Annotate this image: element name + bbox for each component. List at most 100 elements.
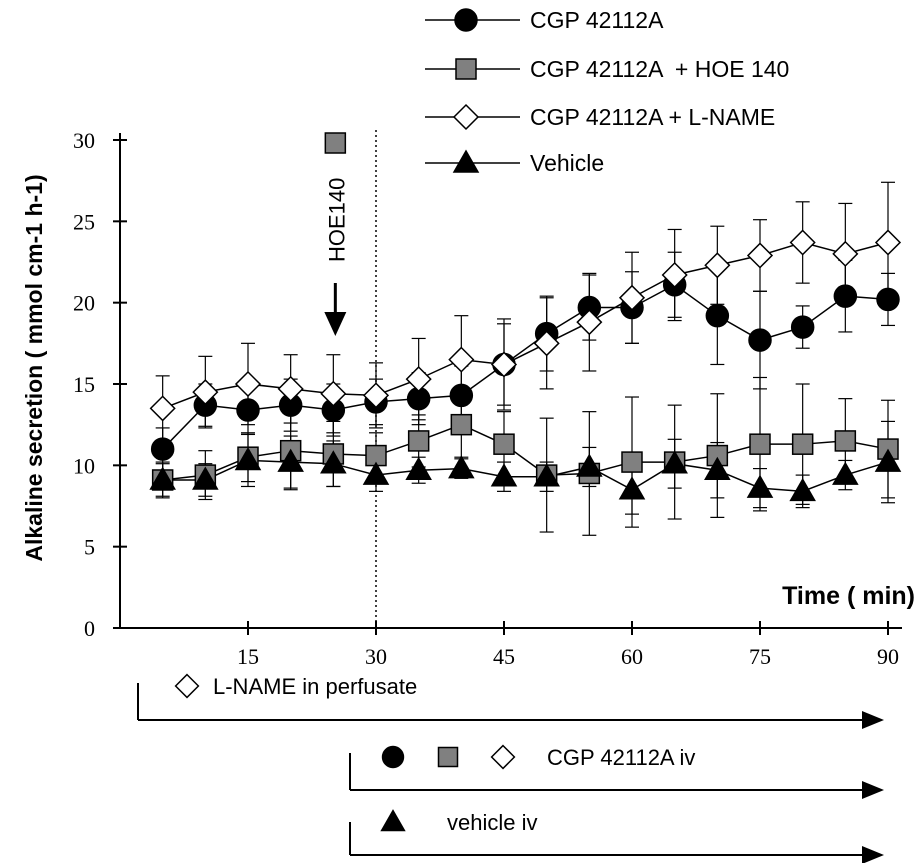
- data-point: [832, 461, 859, 485]
- error-bars: [155, 181, 895, 536]
- data-point: [576, 309, 603, 336]
- data-point: [149, 395, 176, 422]
- data-point: [490, 463, 518, 487]
- series-markers: [149, 229, 902, 502]
- x-axis-label: Time ( min): [782, 582, 915, 610]
- series-line: [162, 459, 889, 493]
- series-line: [162, 283, 889, 450]
- data-point: [234, 370, 262, 398]
- data-point: [791, 433, 814, 455]
- data-point: [493, 433, 515, 455]
- x-tick-label: 15: [237, 644, 259, 669]
- data-point: [618, 284, 646, 311]
- data-point: [704, 456, 731, 480]
- data-point: [277, 375, 304, 402]
- data-point: [192, 466, 219, 490]
- data-point: [234, 446, 262, 471]
- treatment-marker: [380, 809, 406, 832]
- y-tick-label: 5: [84, 535, 95, 560]
- legend-label: CGP 42112A: [530, 7, 664, 33]
- data-point: [746, 474, 774, 498]
- x-tick-label: 60: [621, 644, 643, 669]
- treatment-arrow-head: [862, 846, 884, 863]
- legend-label: CGP 42112A + L-NAME: [530, 104, 775, 130]
- treatment-label: L-NAME in perfusate: [213, 674, 417, 699]
- legend-label: CGP 42112A + HOE 140: [530, 56, 789, 82]
- data-point: [320, 450, 347, 474]
- data-point: [490, 351, 518, 378]
- legend-marker: [454, 8, 478, 32]
- data-point: [704, 252, 731, 279]
- data-point: [192, 379, 219, 406]
- treatment-bars: L-NAME in perfusate CGP 42112A iv vehicle …: [137, 673, 884, 863]
- data-point: [790, 315, 815, 339]
- hoe140-marker: [324, 132, 347, 154]
- data-point: [789, 229, 816, 256]
- data-point: [832, 240, 859, 267]
- data-point: [618, 476, 646, 500]
- y-tick-label: 0: [84, 616, 95, 641]
- data-point: [749, 433, 771, 455]
- series-lines: [162, 241, 889, 493]
- annotations: HOE140: [324, 132, 349, 336]
- data-point: [449, 383, 474, 408]
- treatment-arrow-head: [862, 781, 884, 799]
- treatment-arrow-head: [862, 711, 884, 729]
- y-tick-label: 20: [73, 291, 95, 316]
- x-tick-label: 75: [749, 644, 771, 669]
- data-point: [576, 453, 603, 477]
- axes: [119, 133, 902, 629]
- treatment-label: vehicle iv: [447, 810, 537, 835]
- data-point: [405, 456, 432, 480]
- y-tick-label: 25: [73, 209, 95, 234]
- treatment-label: CGP 42112A iv: [547, 745, 695, 770]
- y-axis-label: Alkaline secretion ( mmol cm-1 h-1): [21, 174, 47, 561]
- data-point: [407, 430, 430, 452]
- x-tick-label: 90: [877, 644, 899, 669]
- data-point: [362, 382, 390, 409]
- data-point: [621, 451, 643, 473]
- x-tick-label: 30: [365, 644, 387, 669]
- data-point: [789, 477, 816, 502]
- legend-marker: [455, 58, 477, 80]
- treatment-marker: [381, 745, 405, 769]
- data-point: [705, 303, 730, 328]
- data-point: [448, 346, 475, 373]
- legend: CGP 42112A CGP 42112A + HOE 140 CGP 42112A…: [425, 7, 789, 176]
- data-point: [150, 437, 175, 461]
- legend-label: Vehicle: [530, 150, 604, 176]
- data-point: [874, 448, 902, 472]
- data-point: [748, 328, 772, 352]
- data-point: [450, 413, 473, 436]
- axis-ticks: 0 5 10 15 20 25 30 15 30 45 60 75 90: [73, 128, 899, 669]
- hoe140-arrow-head: [324, 312, 347, 336]
- treatment-marker: [174, 673, 200, 699]
- data-point: [533, 463, 560, 487]
- series-line: [162, 423, 889, 481]
- data-point: [661, 261, 688, 289]
- legend-marker: [452, 103, 480, 131]
- data-point: [833, 284, 858, 308]
- y-tick-label: 10: [73, 453, 95, 478]
- data-point: [448, 455, 475, 479]
- data-point: [362, 461, 390, 485]
- data-point: [661, 450, 688, 474]
- treatment-marker: [437, 746, 459, 768]
- series-line: [162, 241, 889, 410]
- data-point: [149, 466, 176, 490]
- hoe140-label: HOE140: [324, 178, 349, 262]
- data-point: [236, 398, 260, 422]
- y-tick-label: 30: [73, 128, 95, 153]
- x-tick-label: 45: [493, 644, 515, 669]
- data-point: [834, 430, 857, 452]
- data-point: [320, 380, 347, 407]
- data-point: [876, 287, 900, 312]
- legend-marker: [452, 149, 480, 173]
- data-point: [746, 242, 774, 269]
- data-point: [874, 229, 902, 256]
- data-point: [405, 366, 432, 393]
- y-tick-label: 15: [73, 372, 95, 397]
- treatment-marker: [490, 744, 516, 770]
- data-point: [277, 448, 304, 472]
